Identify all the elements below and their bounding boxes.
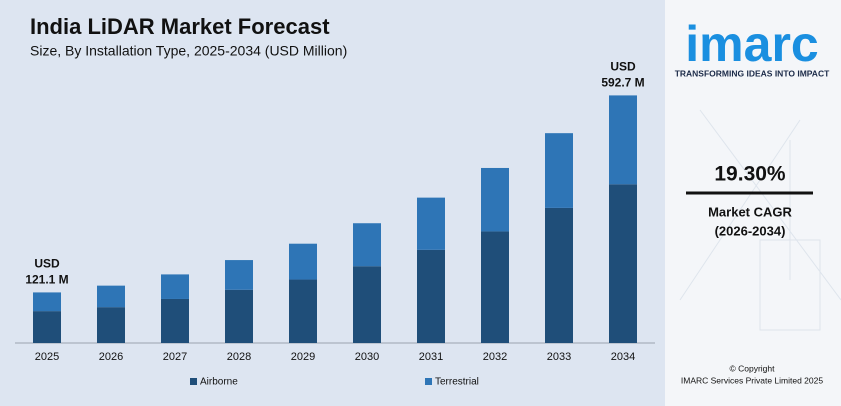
bar-segment [33, 292, 61, 312]
cagr-label: Market CAGR [708, 204, 792, 219]
bar-segment [609, 95, 637, 185]
bar-segment [353, 223, 381, 267]
bar-segment [545, 207, 573, 343]
total-label-line: USD [610, 60, 636, 74]
bar-segment [33, 311, 61, 343]
bar-segment [225, 289, 253, 343]
legend-label: Terrestrial [435, 377, 479, 388]
bar-segment [161, 298, 189, 343]
x-tick-label: 2028 [227, 351, 251, 363]
copyright: © Copyright [729, 363, 775, 373]
bar-segment [609, 184, 637, 343]
bar-segment [97, 285, 125, 308]
total-label-line: 121.1 M [25, 273, 68, 287]
legend-swatch [425, 378, 432, 385]
logo: imarc [685, 16, 818, 72]
legend-label: Airborne [200, 377, 238, 388]
x-tick-label: 2030 [355, 351, 379, 363]
bar-segment [545, 133, 573, 208]
x-tick-label: 2033 [547, 351, 571, 363]
x-tick-label: 2026 [99, 351, 123, 363]
sidebar-decoration [679, 109, 841, 331]
legend-swatch [190, 378, 197, 385]
cagr-value: 19.30% [714, 163, 786, 186]
company: IMARC Services Private Limited 2025 [681, 375, 823, 385]
bar-segment [97, 307, 125, 343]
chart-title: India LiDAR Market Forecast [30, 14, 330, 39]
bar-segment [481, 167, 509, 232]
bar-segment [289, 279, 317, 343]
bar-segment [289, 243, 317, 280]
total-label-line: USD [34, 257, 60, 271]
cagr-period: (2026-2034) [715, 223, 786, 238]
x-tick-label: 2027 [163, 351, 187, 363]
x-tick-label: 2032 [483, 351, 507, 363]
total-label: USD 592.7 M [601, 60, 644, 90]
bar-segment [353, 266, 381, 343]
chart-subtitle: Size, By Installation Type, 2025-2034 (U… [30, 43, 347, 59]
bar-segment [481, 231, 509, 343]
tagline: TRANSFORMING IDEAS INTO IMPACT [675, 68, 830, 78]
total-label: USD 121.1 M [25, 257, 68, 287]
x-tick-label: 2034 [611, 351, 635, 363]
total-label-line: 592.7 M [601, 76, 644, 90]
bar-segment [225, 260, 253, 290]
x-tick-label: 2025 [35, 351, 59, 363]
bar-segment [417, 249, 445, 343]
x-tick-label: 2031 [419, 351, 443, 363]
bar-segment [417, 197, 445, 250]
bar-segment [161, 274, 189, 299]
x-tick-label: 2029 [291, 351, 315, 363]
sidebar-background [665, 0, 841, 406]
